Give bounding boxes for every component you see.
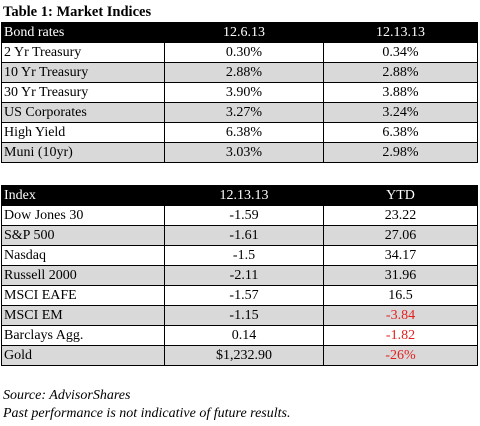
row-value: 0.30% — [164, 42, 324, 63]
index-header-ytd: YTD — [323, 185, 478, 206]
index-header-label: Index — [1, 185, 165, 206]
row-label: 10 Yr Treasury — [1, 62, 165, 83]
row-label: 30 Yr Treasury — [1, 82, 165, 103]
source-note: Source: AdvisorShares — [3, 388, 131, 403]
row-value-negative: -1.82 — [323, 325, 478, 346]
table-row: MSCI EM -1.15 -3.84 — [1, 305, 478, 326]
row-value: -2.11 — [164, 265, 324, 286]
row-value: 3.24% — [323, 102, 478, 123]
table-row: Gold $1,232.90 -26% — [1, 345, 478, 366]
row-value: 3.88% — [323, 82, 478, 103]
table-row: 10 Yr Treasury 2.88% 2.88% — [1, 62, 478, 83]
table-row: Russell 2000 -2.11 31.96 — [1, 265, 478, 286]
row-value: 31.96 — [323, 265, 478, 286]
row-value: 2.88% — [164, 62, 324, 83]
bond-header-label: Bond rates — [1, 22, 165, 43]
row-value: 2.88% — [323, 62, 478, 83]
table-row: Nasdaq -1.5 34.17 — [1, 245, 478, 266]
table-row: Dow Jones 30 -1.59 23.22 — [1, 205, 478, 226]
bond-rates-table: Bond rates 12.6.13 12.13.13 2 Yr Treasur… — [1, 22, 478, 163]
row-label: Muni (10yr) — [1, 142, 165, 163]
row-value: 0.14 — [164, 325, 324, 346]
row-value: -1.5 — [164, 245, 324, 266]
row-value: 3.90% — [164, 82, 324, 103]
table-row: US Corporates 3.27% 3.24% — [1, 102, 478, 123]
row-value: -1.15 — [164, 305, 324, 326]
table-row: MSCI EAFE -1.57 16.5 — [1, 285, 478, 306]
table-row: 30 Yr Treasury 3.90% 3.88% — [1, 82, 478, 103]
row-label: Russell 2000 — [1, 265, 165, 286]
row-label: Barclays Agg. — [1, 325, 165, 346]
bond-header-date-2: 12.13.13 — [323, 22, 478, 43]
row-value: 16.5 — [323, 285, 478, 306]
table-row: High Yield 6.38% 6.38% — [1, 122, 478, 143]
row-value: -1.59 — [164, 205, 324, 226]
table-title: Table 1: Market Indices — [3, 4, 152, 20]
table-row: Barclays Agg. 0.14 -1.82 — [1, 325, 478, 346]
row-value: 6.38% — [323, 122, 478, 143]
row-value: 23.22 — [323, 205, 478, 226]
row-value: 34.17 — [323, 245, 478, 266]
row-value-negative: -26% — [323, 345, 478, 366]
bond-header-date-1: 12.6.13 — [164, 22, 324, 43]
row-label: 2 Yr Treasury — [1, 42, 165, 63]
index-header-date: 12.13.13 — [164, 185, 324, 206]
row-label: Nasdaq — [1, 245, 165, 266]
row-label: High Yield — [1, 122, 165, 143]
row-label: MSCI EAFE — [1, 285, 165, 306]
row-label: US Corporates — [1, 102, 165, 123]
row-value: 2.98% — [323, 142, 478, 163]
row-value: -1.61 — [164, 225, 324, 246]
disclaimer-note: Past performance is not indicative of fu… — [3, 406, 291, 421]
index-table: Index 12.13.13 YTD Dow Jones 30 -1.59 23… — [1, 185, 478, 366]
row-label: S&P 500 — [1, 225, 165, 246]
row-value: 27.06 — [323, 225, 478, 246]
index-header-row: Index 12.13.13 YTD — [1, 185, 478, 206]
row-value: 3.27% — [164, 102, 324, 123]
table-row: Muni (10yr) 3.03% 2.98% — [1, 142, 478, 163]
row-value: 3.03% — [164, 142, 324, 163]
row-value: -1.57 — [164, 285, 324, 306]
table-row: S&P 500 -1.61 27.06 — [1, 225, 478, 246]
row-label: MSCI EM — [1, 305, 165, 326]
row-value: 6.38% — [164, 122, 324, 143]
row-label: Dow Jones 30 — [1, 205, 165, 226]
row-value: $1,232.90 — [164, 345, 324, 366]
row-label: Gold — [1, 345, 165, 366]
table-row: 2 Yr Treasury 0.30% 0.34% — [1, 42, 478, 63]
row-value-negative: -3.84 — [323, 305, 478, 326]
row-value: 0.34% — [323, 42, 478, 63]
bond-header-row: Bond rates 12.6.13 12.13.13 — [1, 22, 478, 43]
